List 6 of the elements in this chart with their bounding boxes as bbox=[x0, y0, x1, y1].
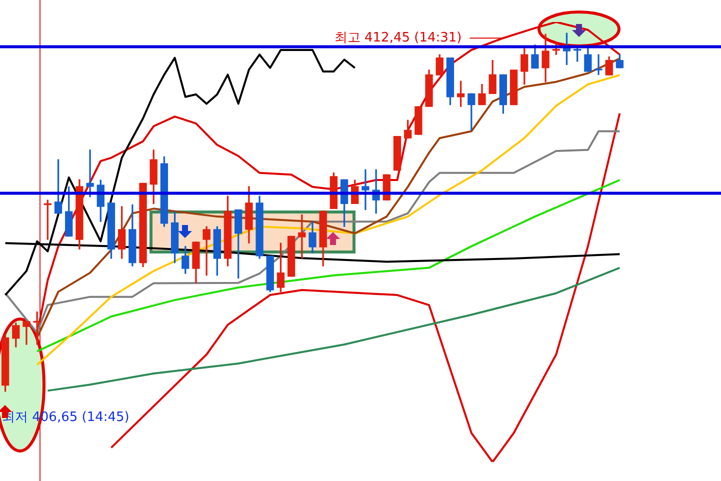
candlestick bbox=[510, 70, 518, 106]
candlestick bbox=[393, 136, 402, 171]
candlestick bbox=[414, 106, 422, 135]
candlestick bbox=[594, 54, 602, 75]
candlestick bbox=[287, 236, 296, 277]
annotation: 최고 412,45 (14:31) bbox=[334, 30, 462, 46]
